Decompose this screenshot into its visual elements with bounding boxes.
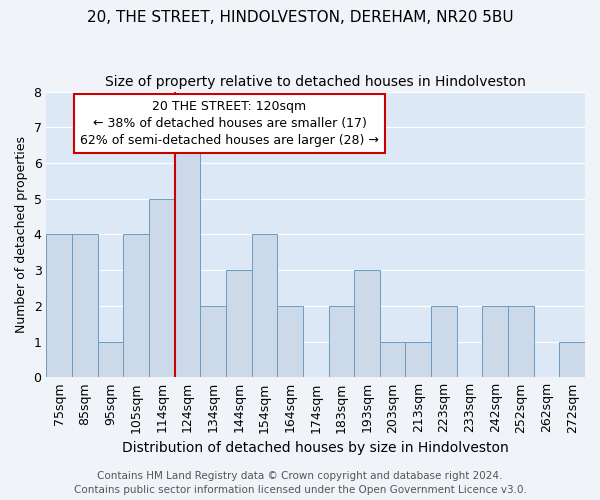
Bar bbox=[226, 270, 251, 378]
Bar bbox=[508, 306, 534, 378]
Text: 20 THE STREET: 120sqm
← 38% of detached houses are smaller (17)
62% of semi-deta: 20 THE STREET: 120sqm ← 38% of detached … bbox=[80, 100, 379, 147]
Y-axis label: Number of detached properties: Number of detached properties bbox=[15, 136, 28, 333]
X-axis label: Distribution of detached houses by size in Hindolveston: Distribution of detached houses by size … bbox=[122, 441, 509, 455]
Bar bbox=[329, 306, 354, 378]
Bar bbox=[149, 198, 175, 378]
Bar bbox=[354, 270, 380, 378]
Bar bbox=[72, 234, 98, 378]
Bar bbox=[46, 234, 72, 378]
Bar bbox=[124, 234, 149, 378]
Bar bbox=[251, 234, 277, 378]
Bar bbox=[200, 306, 226, 378]
Title: Size of property relative to detached houses in Hindolveston: Size of property relative to detached ho… bbox=[105, 75, 526, 89]
Bar bbox=[559, 342, 585, 378]
Text: Contains HM Land Registry data © Crown copyright and database right 2024.
Contai: Contains HM Land Registry data © Crown c… bbox=[74, 471, 526, 495]
Bar bbox=[277, 306, 303, 378]
Bar bbox=[482, 306, 508, 378]
Bar bbox=[380, 342, 406, 378]
Bar bbox=[175, 128, 200, 378]
Bar bbox=[406, 342, 431, 378]
Bar bbox=[98, 342, 124, 378]
Text: 20, THE STREET, HINDOLVESTON, DEREHAM, NR20 5BU: 20, THE STREET, HINDOLVESTON, DEREHAM, N… bbox=[86, 10, 514, 25]
Bar bbox=[431, 306, 457, 378]
